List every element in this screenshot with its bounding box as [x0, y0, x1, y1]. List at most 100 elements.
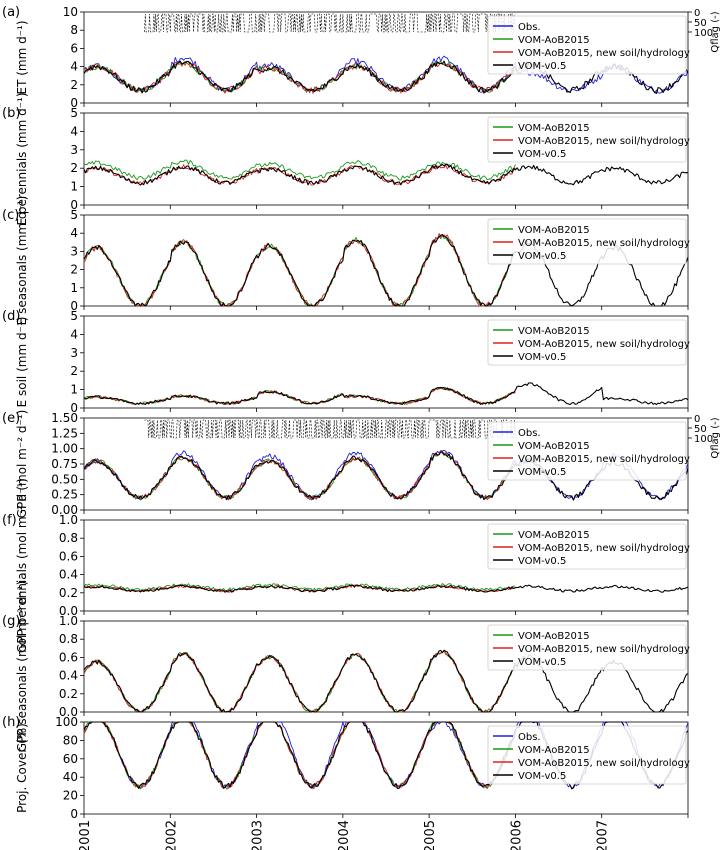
x-tick-label: 2003: [251, 820, 266, 850]
y-tick-label: 40: [63, 770, 78, 784]
y-tick-label: 0.00: [51, 503, 78, 517]
qflag-tick-label: 50: [694, 18, 707, 29]
y-tick-label: 0.8: [59, 632, 78, 646]
qflag-series: [144, 13, 516, 33]
legend-box: [487, 523, 687, 570]
y-tick-label: 20: [63, 789, 78, 803]
series-line-v05: [83, 163, 689, 186]
x-axis-tick-labels: 2001 2002 2003 2004 2005 2006 2007: [78, 820, 611, 850]
y-tick-label: 0.2: [59, 586, 78, 600]
y-tick-label: 0: [70, 96, 78, 110]
legend-label: VOM-AoB2015: [518, 326, 590, 337]
panel-label: (e): [2, 411, 20, 426]
legend-label: VOM-AoB2015, new soil/hydrology: [518, 48, 690, 59]
y-tick-label: 1.25: [51, 426, 78, 440]
x-tick-label: 2006: [509, 820, 524, 850]
y-tick-label: 0.0: [59, 604, 78, 618]
panel-label: (g): [2, 614, 20, 629]
panel-e: (e) 0.000.25 0.500.751.00 1.251.50 GPP (mol …: [2, 410, 721, 519]
legend-label: VOM-v0.5: [518, 467, 566, 478]
qflag-tick-label: 0: [694, 414, 700, 425]
legend-box: [487, 725, 687, 785]
legend-label: VOM-v0.5: [518, 251, 566, 262]
series-line-v05: [83, 234, 689, 307]
y-tick-label: 1: [70, 383, 78, 397]
y-tick-label: 1.00: [51, 442, 78, 456]
legend-label: VOM-AoB2015: [518, 745, 590, 756]
panel-f: (f) 0.0 0.2 0.4 0.6 0.8 1.0 GPP perennials (mol…: [2, 478, 690, 653]
plot-frame: [83, 620, 689, 713]
x-tick-label: 2007: [596, 820, 611, 850]
series-line-aob2015: [83, 386, 516, 405]
y-tick-label: 4: [70, 60, 78, 74]
y-tick-label: 1.0: [59, 614, 78, 628]
plot-frame: [83, 315, 689, 409]
qflag-tick-label: 0: [694, 8, 700, 19]
legend-box: [487, 218, 687, 265]
y-tick-label: 0.75: [51, 457, 78, 471]
y-tick-label: 2: [70, 364, 78, 378]
y-tick-label: 0: [70, 807, 78, 821]
y-tick-label: 6: [70, 41, 78, 55]
panel-label: (h): [2, 715, 20, 730]
y-tick-label: 2: [70, 263, 78, 277]
panel-label: (d): [2, 309, 20, 324]
legend-label: VOM-v0.5: [518, 771, 566, 782]
x-tick-label: 2002: [164, 820, 179, 850]
legend-label: Obs.: [518, 732, 541, 743]
y-axis-label: ET (mm d⁻¹): [15, 20, 29, 94]
panel-d: (d) 0 1 2 3 4 5 E soil (mm d⁻¹) VOM-AoB2015 VOM-A…: [2, 309, 690, 415]
qflag-tick-label: 100: [694, 28, 713, 39]
legend-box: [487, 624, 687, 671]
qflag-axis-label: Qflag (-): [710, 417, 721, 458]
legend-label: VOM-AoB2015, new soil/hydrology: [518, 136, 690, 147]
y-axis-label: E seasonals (mm d⁻¹): [15, 196, 29, 326]
legend-label: VOM-AoB2015, new soil/hydrology: [518, 339, 690, 350]
y-axis-label: GPP (mol m⁻² d⁻¹): [15, 410, 29, 519]
legend-label: VOM-AoB2015: [518, 123, 590, 134]
y-tick-label: 8: [70, 23, 78, 37]
qflag-series: [144, 419, 516, 439]
y-axis-label: E soil (mm d⁻¹): [15, 317, 29, 408]
y-tick-label: 5: [70, 106, 78, 120]
legend-label: VOM-AoB2015: [518, 631, 590, 642]
plot-frame: [83, 112, 689, 206]
plot-frame: [83, 11, 689, 104]
x-tick-label: 2004: [337, 820, 352, 850]
legend-box: [487, 15, 687, 75]
legend-label: Obs.: [518, 428, 541, 439]
y-tick-label: 80: [63, 733, 78, 747]
legend-label: VOM-v0.5: [518, 556, 566, 567]
y-axis-label: GPP perennials (mol m⁻² d⁻¹): [15, 478, 29, 653]
y-axis-label: E perennials (mm d⁻¹): [15, 92, 29, 225]
panel-g: (g) 0.0 0.2 0.4 0.6 0.8 1.0 GPP seasonals (mol …: [2, 581, 690, 752]
legend-box: [487, 116, 687, 163]
panel-label: (a): [2, 5, 20, 20]
legend-label: VOM-v0.5: [518, 657, 566, 668]
x-tick-label: 2001: [78, 820, 93, 850]
y-tick-label: 0.8: [59, 531, 78, 545]
series-line-v05: [83, 584, 689, 593]
y-axis-label: GPP seasonals (mol m⁻² d⁻¹): [15, 581, 29, 752]
y-tick-label: 3: [70, 346, 78, 360]
legend-box: [487, 421, 687, 481]
y-tick-label: 4: [70, 327, 78, 341]
y-tick-label: 0.4: [59, 568, 78, 582]
y-tick-label: 1.50: [51, 411, 78, 425]
y-tick-label: 10: [63, 5, 78, 19]
plot-frame: [83, 721, 689, 815]
y-tick-label: 1.0: [59, 513, 78, 527]
legend-label: VOM-AoB2015: [518, 441, 590, 452]
series-line-aob2015: [83, 650, 516, 713]
legend-label: Obs.: [518, 22, 541, 33]
y-tick-label: 1: [70, 180, 78, 194]
y-tick-label: 0.6: [59, 549, 78, 563]
y-tick-label: 2: [70, 78, 78, 92]
panel-label: (c): [2, 208, 19, 223]
panel-label: (b): [2, 106, 20, 121]
series-line-new_soil: [83, 721, 516, 789]
y-tick-label: 0.50: [51, 472, 78, 486]
y-axis-label: Proj. Cover (%): [15, 723, 29, 813]
legend-label: VOM-AoB2015: [518, 225, 590, 236]
